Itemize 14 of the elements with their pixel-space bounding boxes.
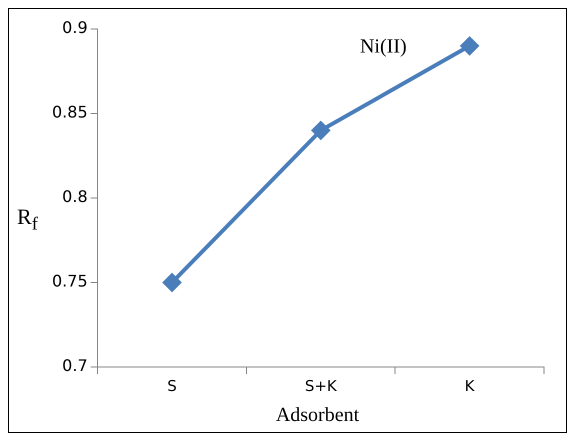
y-tick-label: 0.85	[52, 102, 88, 122]
point	[312, 121, 330, 140]
y-tick-label: 0.9	[62, 18, 88, 38]
point	[460, 36, 479, 55]
x-tick-label: S	[167, 376, 177, 395]
x-tick-label: S+K	[304, 376, 338, 395]
x-axis-title: Adsorbent	[274, 404, 360, 427]
y-tick-label: 0.75	[52, 272, 88, 291]
y-axis-title: R$_{f}$	[17, 204, 38, 234]
point	[163, 274, 182, 292]
y-tick-label: 0.8	[62, 187, 88, 206]
chart-title: Ni(II)	[360, 35, 407, 58]
x-tick-label: K	[464, 376, 476, 395]
y-tick-label: 0.7	[62, 356, 88, 376]
